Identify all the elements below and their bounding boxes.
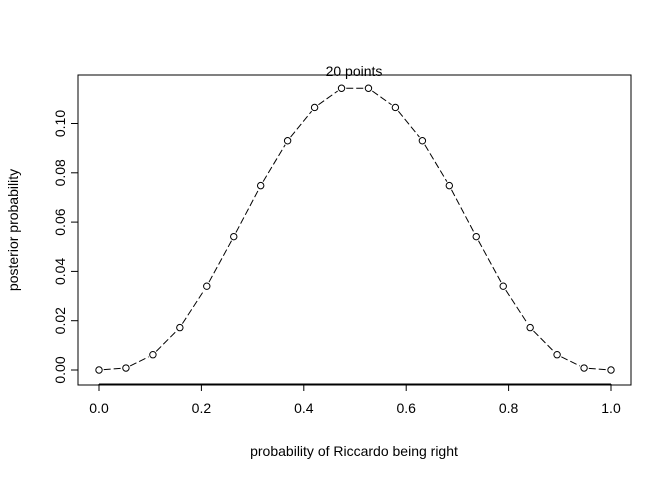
y-tick-label: 0.10 [52, 110, 68, 137]
y-tick-label: 0.04 [52, 258, 68, 285]
series-line-segment [505, 289, 529, 324]
data-point [445, 181, 454, 190]
y-tick-label: 0.06 [52, 208, 68, 235]
series-line-segment [588, 367, 607, 371]
data-point [526, 323, 534, 332]
data-point [230, 232, 238, 241]
series-line-segment [372, 90, 392, 106]
data-series [95, 84, 615, 374]
data-point [553, 351, 561, 359]
x-axis: 0.0 0.2 0.4 0.6 0.8 1.0 [89, 383, 621, 416]
series-line-segment [318, 90, 338, 106]
data-point [364, 84, 373, 92]
series-line-segment [533, 330, 555, 352]
y-axis-label: posterior probability [5, 169, 21, 291]
series-line-segment [397, 110, 420, 138]
series-line-segment [208, 240, 232, 283]
x-tick-label: 0.2 [192, 400, 212, 416]
data-point [310, 103, 319, 112]
chart-title: 20 points [326, 63, 383, 79]
data-point [472, 232, 480, 241]
y-tick-label: 0.00 [52, 356, 68, 383]
series-line-segment [103, 367, 122, 371]
data-point [391, 103, 400, 112]
data-point [203, 282, 211, 290]
x-tick-label: 0.0 [89, 400, 109, 416]
x-tick-label: 0.4 [294, 400, 314, 416]
x-axis-label: probability of Riccardo being right [250, 443, 458, 459]
x-tick-label: 0.6 [396, 400, 416, 416]
y-tick-label: 0.08 [52, 159, 68, 186]
data-point [256, 181, 265, 190]
x-tick-label: 1.0 [601, 400, 621, 416]
series-line-segment [155, 330, 177, 352]
data-point [176, 323, 184, 332]
series-line-segment [478, 240, 502, 283]
data-point [418, 137, 427, 145]
y-tick-label: 0.02 [52, 307, 68, 334]
data-point [580, 364, 588, 372]
series-line-segment [235, 189, 259, 233]
plot-frame [77, 74, 632, 386]
y-axis: 0.00 0.02 0.04 0.06 0.08 0.10 [52, 110, 79, 384]
data-point [607, 366, 615, 374]
series-line-segment [561, 356, 581, 367]
series-line-segment [262, 144, 286, 182]
data-point [149, 351, 157, 359]
series-line-segment [129, 356, 149, 367]
series-line-segment [290, 110, 313, 138]
data-point [95, 366, 103, 374]
series-line-segment [424, 144, 448, 182]
data-point [122, 364, 130, 372]
data-point [283, 137, 292, 145]
series-line-segment [451, 189, 475, 233]
x-tick-label: 0.8 [499, 400, 519, 416]
data-point [337, 84, 346, 92]
series-line-segment [181, 289, 205, 324]
data-point [499, 282, 507, 290]
